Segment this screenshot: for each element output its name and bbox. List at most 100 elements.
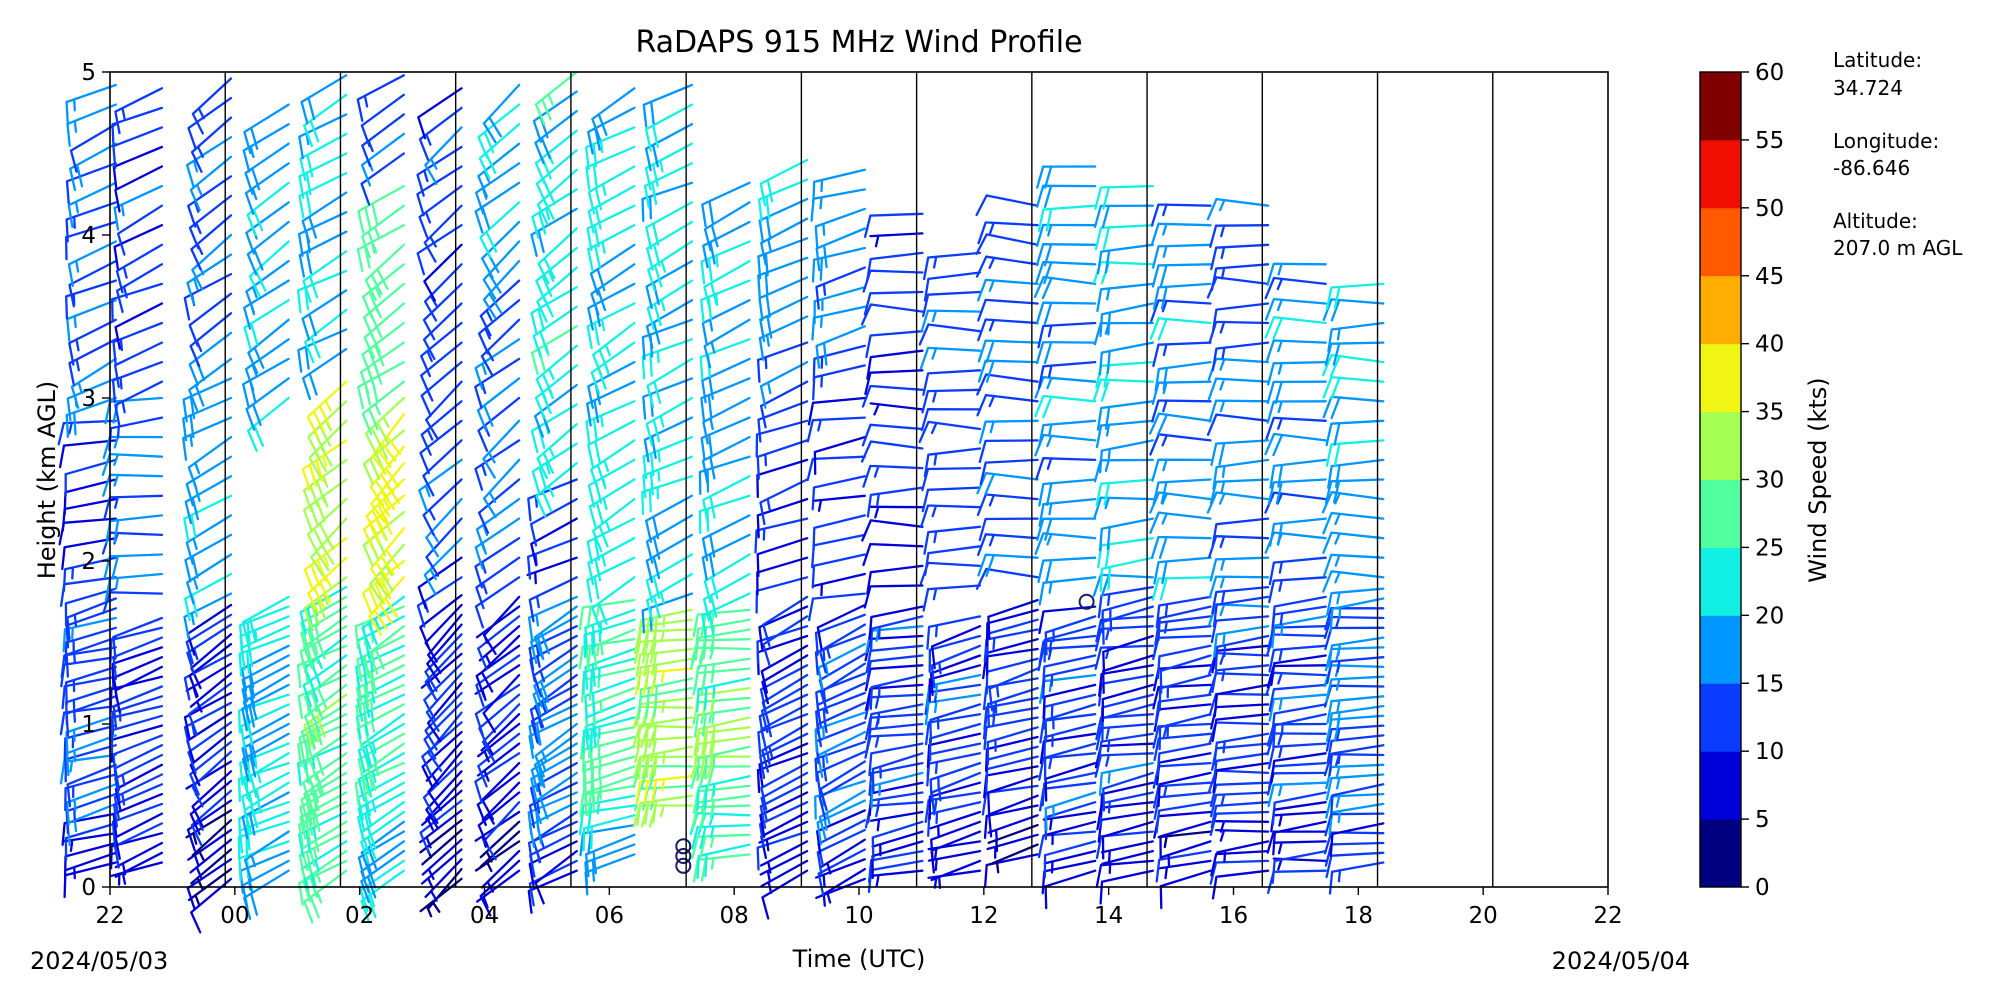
wind-barb [112, 126, 164, 170]
wind-barb [1211, 517, 1270, 547]
wind-barb [1271, 849, 1327, 884]
wind-barb [476, 869, 521, 909]
wind-barb [66, 763, 117, 808]
wind-barb [647, 240, 694, 292]
wind-barb [869, 232, 924, 248]
colorbar-tick-label: 60 [1755, 60, 1784, 86]
wind-barb [356, 634, 405, 682]
colorbar-swatch [1700, 343, 1741, 413]
wind-barb [758, 742, 809, 788]
wind-barb [184, 475, 233, 525]
wind-barb [480, 634, 521, 693]
wind-barb [928, 664, 982, 703]
wind-barb [1151, 380, 1212, 405]
wind-barb [1098, 664, 1154, 697]
wind-barb [644, 123, 694, 172]
wind-barb [812, 168, 866, 205]
wind-barb [1148, 412, 1212, 436]
wind-barb [1325, 439, 1385, 467]
colorbar-label: Wind Speed (kts) [1804, 377, 1832, 582]
wind-barb [813, 286, 866, 325]
x-tick-label: 06 [595, 903, 624, 929]
wind-barb [112, 616, 164, 660]
wind-barb [66, 299, 117, 342]
wind-barb [185, 514, 233, 565]
wind-barb [114, 841, 164, 876]
wind-barb [644, 103, 694, 152]
wind-barb [1213, 625, 1270, 658]
wind-barb [57, 419, 117, 446]
wind-barb [304, 664, 348, 719]
wind-barb [864, 369, 924, 396]
wind-barb [815, 266, 866, 310]
wind-barb [1158, 713, 1212, 751]
colorbar-tick-label: 50 [1755, 196, 1784, 222]
wind-barb [819, 838, 866, 875]
wind-barb [646, 220, 694, 271]
wind-barb [646, 279, 694, 331]
wind-barb [418, 184, 463, 239]
wind-barb [1208, 721, 1270, 745]
colorbar-tick-label: 25 [1755, 535, 1784, 561]
wind-barb [871, 830, 924, 857]
wind-barb [866, 349, 924, 380]
wind-barb [761, 722, 809, 773]
colorbar-tick-label: 55 [1755, 128, 1784, 154]
wind-barb [1035, 301, 1097, 325]
wind-barb [1098, 517, 1154, 552]
wind-barb [1151, 458, 1212, 482]
wind-barb [115, 263, 164, 314]
wind-barb [296, 742, 348, 787]
wind-barb [815, 227, 866, 272]
wind-barb [867, 849, 924, 884]
wind-barb [1035, 243, 1097, 267]
wind-barb [988, 667, 1039, 712]
wind-barb [642, 435, 694, 480]
wind-barb [1329, 822, 1385, 857]
wind-barb [242, 123, 290, 173]
wind-barb [1151, 399, 1212, 423]
wind-barb [863, 290, 924, 316]
wind-barb [976, 373, 1039, 396]
wind-barb [298, 230, 348, 278]
wind-barb [975, 194, 1039, 217]
wind-barb [703, 553, 751, 604]
wind-barb [638, 608, 694, 644]
wind-barb [1101, 849, 1154, 874]
wind-barb [364, 396, 405, 455]
wind-barb [243, 781, 290, 833]
wind-barb [869, 810, 924, 832]
y-axis: 0 1 2 3 4 5 [81, 60, 110, 901]
wind-barb [1094, 184, 1154, 210]
wind-barb [760, 217, 809, 266]
wind-barb [756, 439, 809, 480]
wind-barb [300, 703, 348, 754]
wind-barb [421, 828, 463, 866]
wind-barb [185, 136, 233, 188]
wind-barb [582, 755, 636, 794]
wind-barb [1154, 360, 1212, 392]
calm-wind-circle [675, 838, 692, 855]
wind-barb [1213, 732, 1270, 766]
wind-barb [1206, 276, 1270, 299]
wind-barb [1271, 703, 1327, 737]
wind-barb [1210, 439, 1270, 467]
wind-barb [70, 357, 117, 409]
wind-barb [693, 794, 751, 826]
wind-barb [977, 359, 1039, 383]
wind-barb [112, 783, 164, 828]
wind-barb [985, 657, 1039, 695]
wind-barb [759, 295, 809, 343]
wind-barb [1149, 433, 1212, 456]
wind-barb [1095, 419, 1154, 449]
wind-barb [1209, 791, 1270, 818]
wind-barb [357, 732, 405, 782]
wind-barb [1325, 851, 1385, 879]
wind-barb [474, 439, 521, 491]
wind-barb [812, 344, 866, 382]
wind-barb [187, 828, 233, 867]
wind-barb [862, 542, 924, 567]
wind-barb [246, 220, 290, 276]
wind-barb [812, 572, 866, 597]
